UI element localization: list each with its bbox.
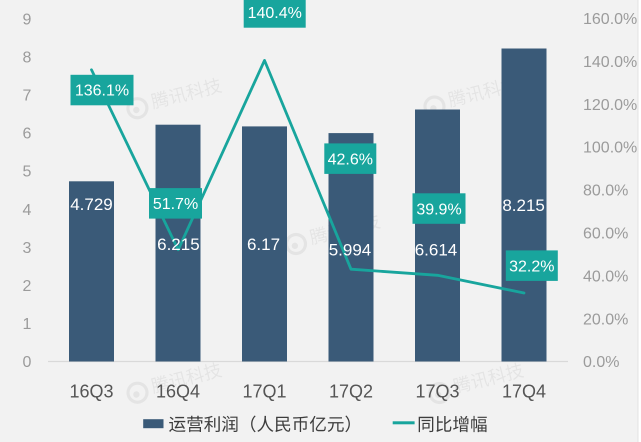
svg-text:16Q4: 16Q4: [156, 382, 200, 402]
svg-text:0: 0: [23, 354, 32, 371]
svg-text:40.0%: 40.0%: [583, 268, 628, 285]
svg-text:2: 2: [23, 278, 32, 295]
svg-text:136.1%: 136.1%: [75, 83, 129, 100]
svg-text:20.0%: 20.0%: [583, 311, 628, 328]
svg-text:120.0%: 120.0%: [583, 97, 637, 114]
svg-text:39.9%: 39.9%: [416, 201, 461, 218]
svg-text:6: 6: [23, 126, 32, 143]
svg-text:140.4%: 140.4%: [248, 5, 302, 22]
svg-text:8: 8: [23, 49, 32, 66]
svg-text:4: 4: [23, 202, 32, 219]
svg-text:5: 5: [23, 164, 32, 181]
svg-text:3: 3: [23, 240, 32, 257]
svg-text:160.0%: 160.0%: [583, 11, 637, 28]
svg-text:140.0%: 140.0%: [583, 54, 637, 71]
svg-text:17Q2: 17Q2: [329, 382, 373, 402]
svg-text:5.994: 5.994: [329, 240, 372, 259]
svg-text:42.6%: 42.6%: [328, 151, 373, 168]
svg-text:6.17: 6.17: [247, 235, 280, 254]
svg-text:16Q3: 16Q3: [69, 382, 113, 402]
svg-text:60.0%: 60.0%: [583, 226, 628, 243]
svg-text:100.0%: 100.0%: [583, 140, 637, 157]
svg-text:8.215: 8.215: [502, 196, 545, 215]
svg-text:9: 9: [23, 11, 32, 28]
svg-text:7: 7: [23, 88, 32, 105]
svg-text:51.7%: 51.7%: [153, 196, 198, 213]
svg-text:80.0%: 80.0%: [583, 183, 628, 200]
svg-text:17Q4: 17Q4: [502, 382, 546, 402]
svg-text:6.215: 6.215: [157, 235, 200, 254]
svg-text:17Q3: 17Q3: [415, 382, 459, 402]
svg-text:6.614: 6.614: [415, 241, 458, 260]
svg-text:4.729: 4.729: [70, 195, 113, 214]
svg-text:32.2%: 32.2%: [509, 258, 554, 275]
svg-text:1: 1: [23, 316, 32, 333]
svg-text:0.0%: 0.0%: [583, 354, 619, 371]
svg-text:17Q1: 17Q1: [242, 382, 286, 402]
